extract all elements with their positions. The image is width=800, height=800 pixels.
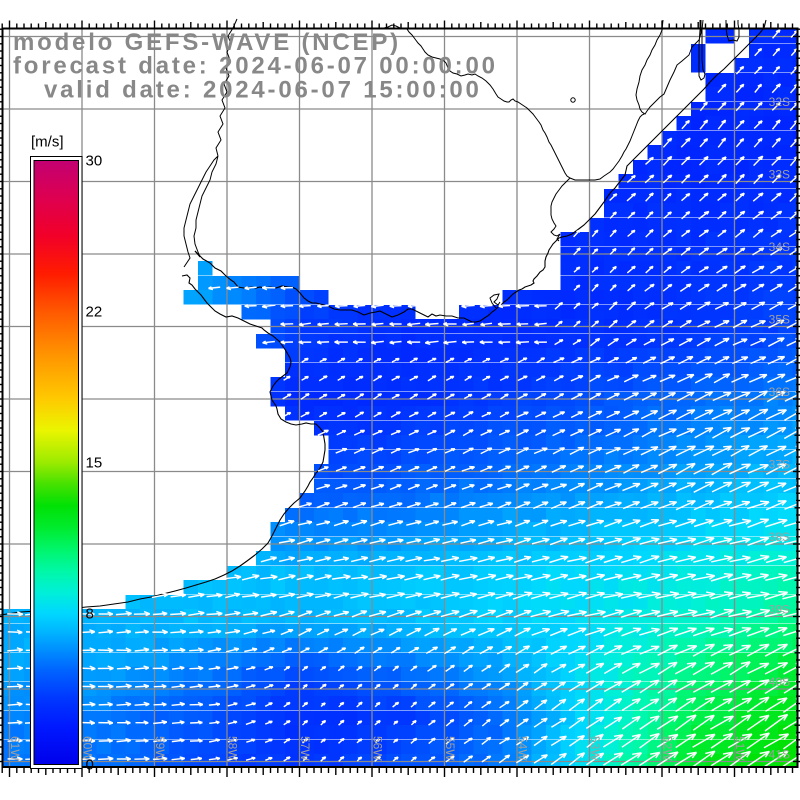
svg-text:[m/s]: [m/s] [31, 134, 64, 151]
svg-text:38S: 38S [769, 530, 790, 544]
svg-text:52W: 52W [661, 736, 675, 761]
svg-text:30: 30 [86, 153, 103, 170]
svg-text:39S: 39S [769, 603, 790, 617]
svg-text:61W: 61W [8, 736, 22, 761]
svg-text:59W: 59W [153, 736, 167, 761]
svg-text:forecast date: 2024-06-07 00:0: forecast date: 2024-06-07 00:00:00 [13, 53, 498, 80]
svg-text:56W: 56W [371, 736, 385, 761]
svg-text:34S: 34S [769, 240, 790, 254]
svg-text:40S: 40S [769, 675, 790, 689]
svg-text:57W: 57W [298, 736, 312, 761]
svg-text:51W: 51W [733, 736, 747, 761]
svg-text:0: 0 [86, 757, 94, 774]
svg-text:valid date: 2024-06-07 15:00:0: valid date: 2024-06-07 15:00:00 [44, 76, 482, 103]
svg-text:36S: 36S [769, 385, 790, 399]
svg-text:60W: 60W [81, 736, 95, 761]
svg-text:33S: 33S [769, 168, 790, 182]
svg-text:15: 15 [86, 455, 103, 472]
svg-text:58W: 58W [226, 736, 240, 761]
svg-text:32S: 32S [769, 95, 790, 109]
svg-text:22: 22 [86, 304, 103, 321]
svg-text:54W: 54W [516, 736, 530, 761]
svg-text:41S: 41S [769, 748, 790, 762]
svg-text:55W: 55W [443, 736, 457, 761]
svg-text:53W: 53W [588, 736, 602, 761]
svg-text:37S: 37S [769, 458, 790, 472]
svg-text:8: 8 [86, 606, 94, 623]
svg-text:35S: 35S [769, 313, 790, 327]
svg-text:modelo GEFS-WAVE (NCEP): modelo GEFS-WAVE (NCEP) [13, 29, 401, 56]
